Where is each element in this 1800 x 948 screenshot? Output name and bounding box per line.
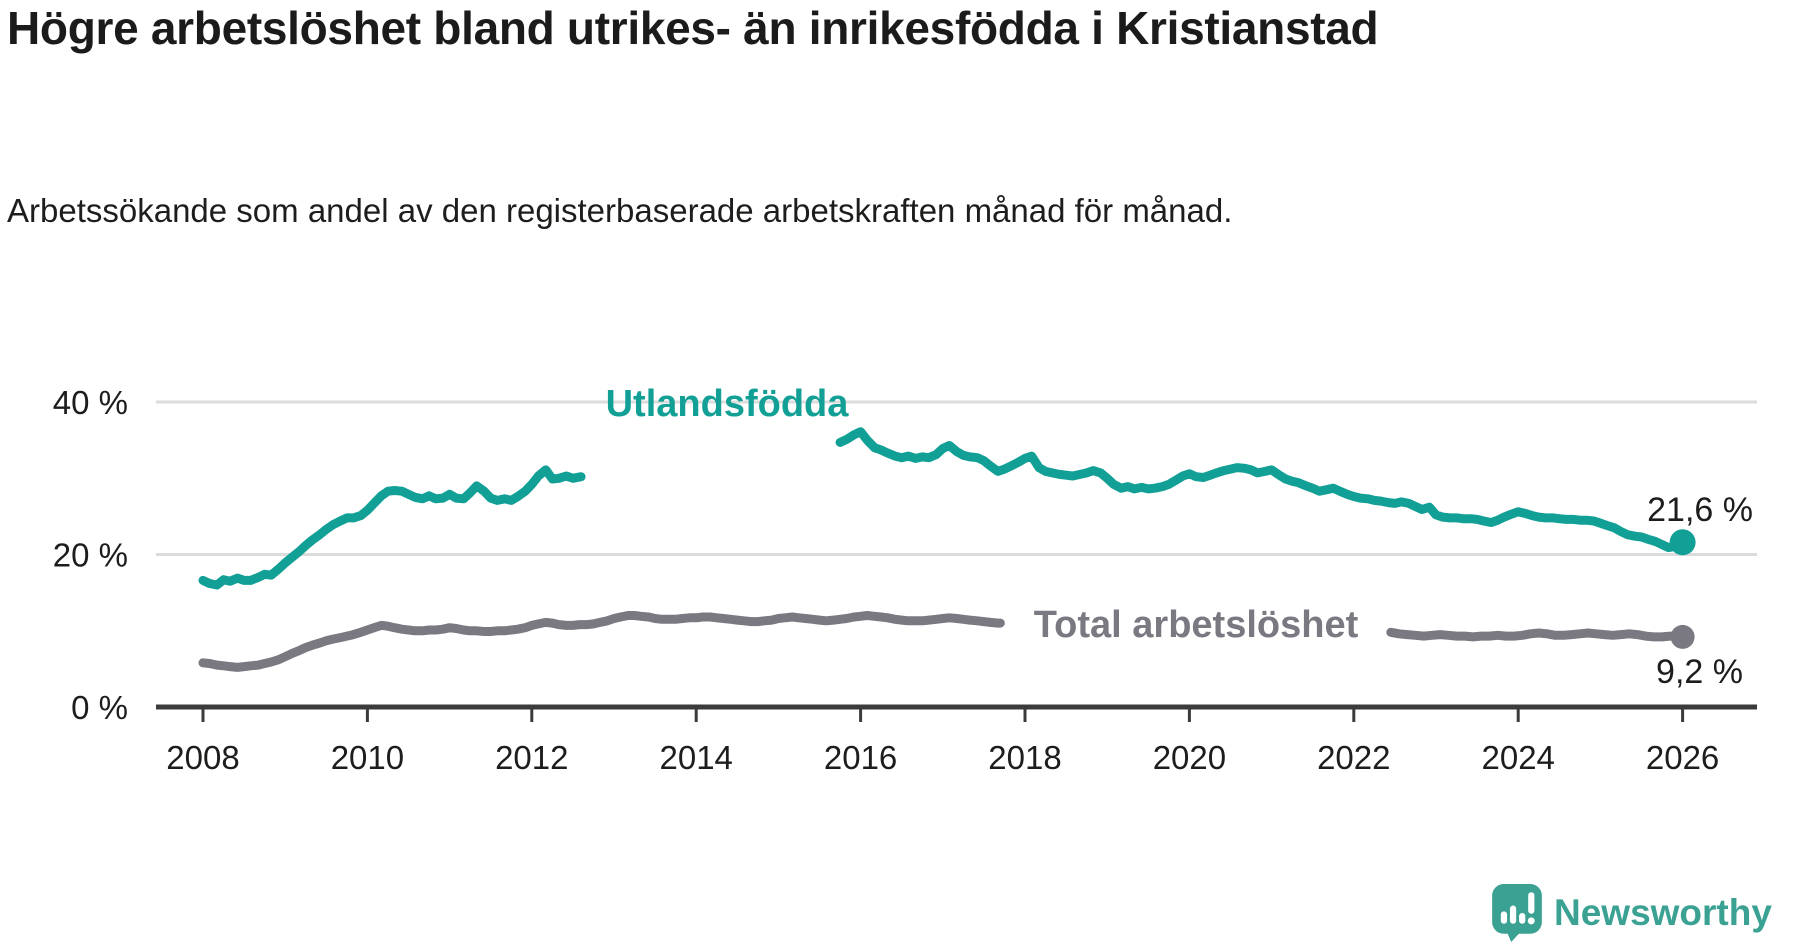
x-tick-label: 2016 [824,739,897,776]
x-tick-label: 2026 [1646,739,1719,776]
y-tick-label: 20 % [53,537,128,574]
x-tick-label: 2008 [166,739,239,776]
x-tick-label: 2020 [1153,739,1226,776]
series-line-utlandsfodda [198,465,586,590]
x-tick-label: 2018 [988,739,1061,776]
x-tick-label: 2014 [659,739,732,776]
end-value-label-utlandsfodda: 21,6 % [1647,491,1753,529]
x-tick-label: 2010 [331,739,404,776]
y-tick-label: 40 % [53,384,128,421]
series-label-total: Total arbetslöshet [1034,604,1359,646]
end-value-label-total: 9,2 % [1656,653,1743,691]
newsworthy-logo: Newsworthy [1492,884,1772,942]
endpoint-dot-utlandsfodda [1669,529,1696,556]
chart-subtitle: Arbetssökande som andel av den registerb… [7,192,1233,229]
x-tick-label: 2024 [1481,739,1554,776]
series-label-utlandsfodda: Utlandsfödda [606,383,850,425]
x-tick-label: 2022 [1317,739,1390,776]
series-line-total [198,611,1005,672]
x-tick-label: 2012 [495,739,568,776]
series-line-utlandsfodda [835,427,1688,553]
y-tick-label: 0 % [71,689,128,726]
newsworthy-logo-icon [1492,884,1542,942]
series-line-total [1386,627,1688,642]
page-title: Högre arbetslöshet bland utrikes- än inr… [7,2,1379,54]
endpoint-dot-total [1670,624,1695,649]
newsworthy-logo-text: Newsworthy [1554,892,1772,933]
